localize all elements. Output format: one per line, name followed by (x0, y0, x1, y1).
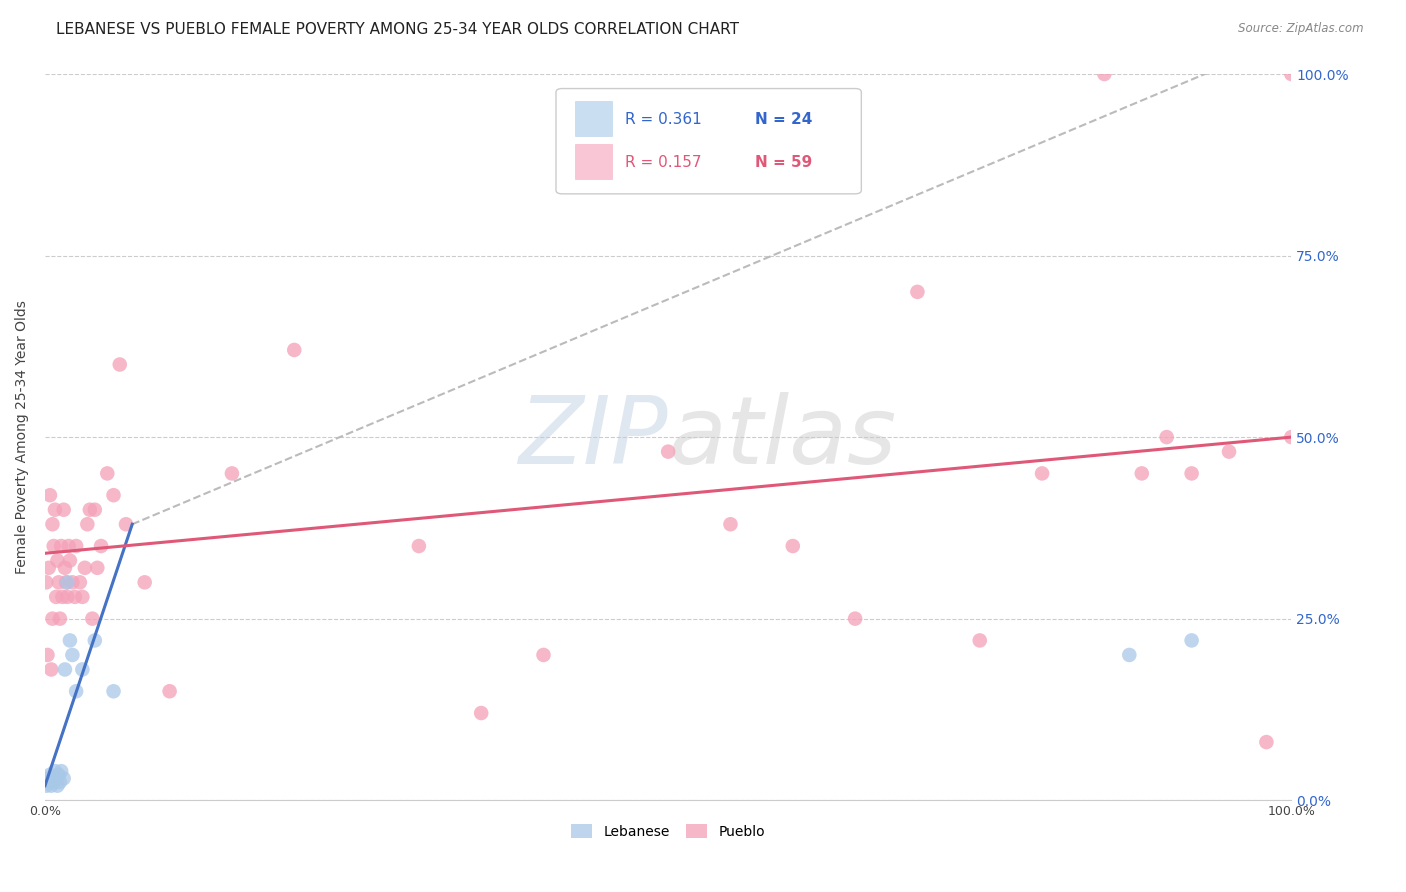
Point (533, 648, 555, 662)
Point (221, 467, 243, 481)
Point (49, 612, 72, 626)
Point (58, 539, 80, 553)
Point (72, 663, 94, 677)
Point (39, 488, 62, 502)
Point (44, 502, 66, 516)
Point (46, 553, 69, 567)
Point (1181, 467, 1204, 481)
Point (1181, 633, 1204, 648)
Point (48, 768, 70, 782)
Text: atlas: atlas (668, 392, 897, 483)
Point (63, 590, 86, 604)
Point (41, 772, 63, 786)
Point (51, 539, 73, 553)
Legend: Lebanese, Pueblo: Lebanese, Pueblo (565, 818, 770, 844)
Point (907, 285, 929, 299)
Point (1130, 467, 1153, 481)
Text: R = 0.361: R = 0.361 (624, 112, 702, 127)
Point (844, 612, 866, 626)
Point (52, 772, 75, 786)
Point (35, 575, 58, 590)
Point (82, 612, 104, 626)
Point (56, 590, 79, 604)
Point (470, 706, 492, 720)
Point (38, 775, 60, 789)
Point (45, 772, 67, 786)
Point (1092, 67, 1115, 81)
Point (53, 561, 76, 575)
Point (65, 684, 87, 698)
Point (283, 343, 305, 357)
Point (103, 684, 125, 698)
Point (37, 772, 59, 786)
Point (39, 663, 62, 677)
Point (51, 764, 73, 779)
Text: ZIP: ZIP (519, 392, 668, 483)
Point (657, 444, 679, 458)
Point (83, 502, 105, 516)
Point (42, 539, 65, 553)
Point (39, 768, 62, 782)
Point (42, 775, 65, 789)
Point (782, 539, 804, 553)
Point (46, 779, 69, 793)
Point (1218, 444, 1240, 458)
Point (969, 633, 991, 648)
Point (38, 561, 60, 575)
Text: R = 0.157: R = 0.157 (624, 155, 702, 170)
Point (60, 648, 83, 662)
Point (39, 779, 62, 793)
Point (1256, 735, 1278, 749)
Point (115, 517, 138, 532)
Text: N = 24: N = 24 (755, 112, 813, 127)
Point (44, 764, 66, 779)
Point (41, 612, 63, 626)
Text: LEBANESE VS PUEBLO FEMALE POVERTY AMONG 25-34 YEAR OLDS CORRELATION CHART: LEBANESE VS PUEBLO FEMALE POVERTY AMONG … (56, 22, 740, 37)
Point (48, 575, 70, 590)
Point (79, 502, 101, 516)
Point (108, 358, 131, 372)
Point (90, 539, 112, 553)
Point (69, 575, 91, 590)
Point (45, 590, 67, 604)
Point (103, 488, 125, 502)
Point (73, 561, 96, 575)
Point (35, 779, 58, 793)
Point (51, 590, 73, 604)
Text: N = 59: N = 59 (755, 155, 813, 170)
Point (134, 575, 156, 590)
Point (1156, 430, 1178, 444)
FancyBboxPatch shape (575, 101, 612, 136)
Point (76, 517, 98, 532)
Point (59, 553, 82, 567)
Y-axis label: Female Poverty Among 25-34 Year Olds: Female Poverty Among 25-34 Year Olds (15, 301, 30, 574)
Point (65, 539, 87, 553)
Point (86, 561, 108, 575)
Point (96, 467, 118, 481)
Point (52, 502, 75, 516)
FancyBboxPatch shape (555, 88, 862, 194)
Point (1031, 467, 1053, 481)
Point (59, 633, 82, 648)
Point (55, 575, 77, 590)
Point (720, 517, 742, 532)
Point (56, 575, 79, 590)
Point (37, 648, 59, 662)
Point (49, 775, 72, 789)
Point (1279, 430, 1302, 444)
Point (1118, 648, 1140, 662)
Point (159, 684, 181, 698)
Text: Source: ZipAtlas.com: Source: ZipAtlas.com (1239, 22, 1364, 36)
Point (1279, 67, 1302, 81)
Point (83, 633, 105, 648)
FancyBboxPatch shape (575, 145, 612, 179)
Point (408, 539, 430, 553)
Point (41, 517, 63, 532)
Point (60, 575, 83, 590)
Point (53, 663, 76, 677)
Point (72, 590, 94, 604)
